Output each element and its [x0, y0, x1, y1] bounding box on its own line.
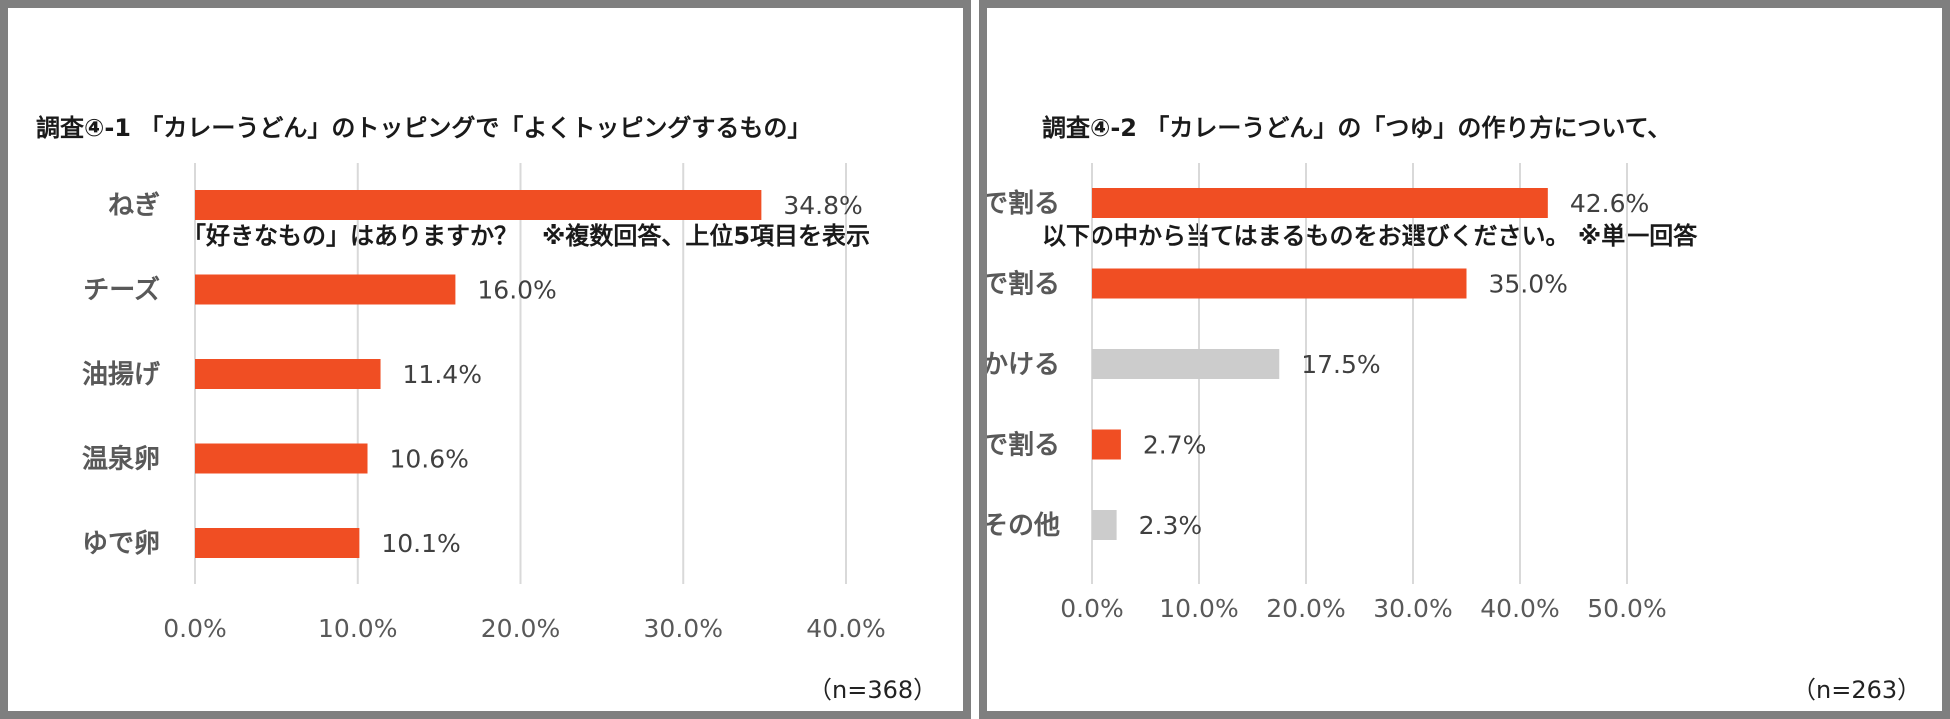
bar-chart-toppings: 0.0% 10.0% 20.0% 30.0% 40.0% ねぎ 34.8% チーズ 16.0% 油…: [82, 163, 886, 643]
bar: [195, 359, 381, 389]
right-chart-panel: 調査④-2 「カレーうどん」の「つゆ」の作り方について、 以下の中から当てはまる…: [979, 0, 1950, 719]
value-label: 35.0%: [1489, 270, 1568, 299]
x-tick-label: 10.0%: [1159, 594, 1238, 623]
category-label: 油揚げ: [82, 360, 161, 390]
value-label: 16.0%: [477, 276, 556, 305]
value-label: 42.6%: [1570, 189, 1649, 218]
title-line-1: 調査④-2 「カレーうどん」の「つゆ」の作り方について、: [1042, 114, 1672, 142]
x-tick-label: 0.0%: [163, 614, 227, 643]
bar-chart-tsuyu-method: 0.0% 10.0% 20.0% 30.0% 40.0% 50.0% ルウを出汁で割る 42.…: [987, 163, 1667, 623]
value-label: 2.3%: [1139, 511, 1203, 540]
x-tick-label: 30.0%: [1373, 594, 1452, 623]
category-label: ルウをめんつゆで割る: [987, 269, 1060, 300]
x-tick-label: 40.0%: [1480, 594, 1559, 623]
value-label: 10.6%: [390, 445, 469, 474]
category-label: ルウを出汁で割る: [987, 188, 1060, 219]
category-label: ルウをお湯で割る: [987, 430, 1060, 461]
x-tick-label: 10.0%: [318, 614, 397, 643]
left-chart-panel: 調査④-1 「カレーうどん」のトッピングで「よくトッピングするもの」 「好きなも…: [0, 0, 971, 719]
bar: [195, 190, 762, 220]
x-tick-label: 20.0%: [1266, 594, 1345, 623]
bar: [195, 528, 360, 558]
bar: [195, 274, 456, 305]
bar: [1092, 268, 1467, 299]
sample-size-note: （n=263）: [1792, 676, 1922, 704]
category-label: その他: [987, 511, 1060, 541]
bar: [195, 443, 368, 474]
bar: [1092, 510, 1117, 540]
x-tick-label: 50.0%: [1587, 594, 1666, 623]
title-line-1: 調査④-1 「カレーうどん」のトッピングで「よくトッピングするもの」: [36, 114, 812, 142]
bar: [1092, 188, 1548, 218]
x-tick-label: 30.0%: [644, 614, 723, 643]
value-label: 10.1%: [381, 529, 460, 558]
title-line-2: 「好きなもの」はありますか？ ※複数回答、上位5項目を表示: [182, 222, 871, 250]
chart-title: 調査④-1 「カレーうどん」のトッピングで「よくトッピングするもの」 「好きなも…: [36, 38, 870, 326]
category-label: チーズ: [83, 275, 160, 306]
x-tick-label: 40.0%: [806, 614, 885, 643]
bar: [1092, 429, 1121, 460]
x-tick-label: 20.0%: [481, 614, 560, 643]
value-label: 17.5%: [1301, 350, 1380, 379]
category-label: ルウをそのままかける: [987, 350, 1060, 380]
value-label: 11.4%: [403, 360, 482, 389]
category-label: 温泉卵: [82, 444, 160, 475]
category-label: ゆで卵: [82, 529, 160, 559]
sample-size-note: （n=368）: [808, 676, 938, 704]
x-tick-label: 0.0%: [1060, 594, 1124, 623]
bar: [1092, 349, 1280, 379]
category-label: ねぎ: [108, 191, 160, 221]
value-label: 2.7%: [1143, 431, 1207, 460]
value-label: 34.8%: [783, 191, 862, 220]
